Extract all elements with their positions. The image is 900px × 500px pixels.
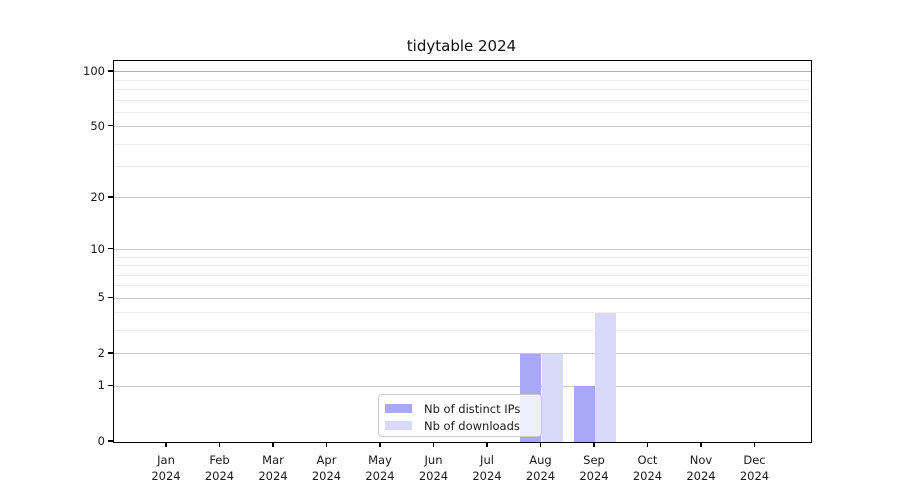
x-tick-label: Feb 2024 bbox=[204, 453, 235, 483]
x-tick-label: Oct 2024 bbox=[632, 453, 663, 483]
bar-sep-distinct-ips bbox=[573, 386, 595, 442]
y-tick-label: 20 bbox=[90, 189, 105, 204]
y-axis-tick bbox=[108, 440, 113, 442]
x-axis-tick bbox=[272, 442, 274, 447]
major-gridline bbox=[114, 297, 811, 299]
y-tick-label: 50 bbox=[90, 118, 105, 133]
major-gridline bbox=[114, 71, 811, 73]
major-gridline bbox=[114, 353, 811, 355]
x-tick-label: Sep 2024 bbox=[579, 453, 609, 483]
major-gridline bbox=[114, 197, 811, 199]
major-gridline bbox=[114, 385, 811, 387]
x-axis-tick bbox=[165, 442, 167, 447]
y-tick-label: 100 bbox=[83, 63, 105, 78]
y-axis-tick bbox=[108, 352, 113, 354]
plot-area bbox=[113, 60, 812, 443]
legend: Nb of distinct IPs Nb of downloads bbox=[378, 394, 542, 437]
x-axis-tick bbox=[218, 442, 221, 447]
x-tick-label: Jun 2024 bbox=[418, 453, 449, 483]
x-tick-label: Mar 2024 bbox=[258, 453, 288, 483]
x-tick-label: Aug 2024 bbox=[525, 453, 556, 483]
y-axis-tick bbox=[108, 70, 113, 72]
x-axis-tick bbox=[753, 442, 756, 447]
major-gridline bbox=[114, 249, 811, 251]
legend-swatch-downloads-icon bbox=[385, 421, 412, 430]
x-tick-label: Jan 2024 bbox=[151, 453, 181, 483]
major-gridline bbox=[114, 126, 811, 128]
minor-gridline bbox=[114, 330, 811, 332]
legend-item-distinct-ips: Nb of distinct IPs bbox=[385, 400, 535, 417]
y-tick-label: 10 bbox=[90, 241, 105, 256]
x-axis-tick bbox=[486, 442, 488, 447]
x-tick-label: Apr 2024 bbox=[311, 453, 342, 483]
x-axis-tick bbox=[325, 442, 328, 447]
legend-item-downloads: Nb of downloads bbox=[385, 417, 535, 434]
minor-gridline bbox=[114, 256, 811, 258]
bar-sep-downloads bbox=[595, 312, 617, 442]
minor-gridline bbox=[114, 143, 811, 145]
y-tick-label: 2 bbox=[97, 345, 105, 360]
minor-gridline bbox=[114, 312, 811, 314]
x-axis-tick bbox=[593, 442, 595, 447]
y-tick-label: 5 bbox=[97, 290, 105, 305]
legend-label-distinct-ips: Nb of distinct IPs bbox=[424, 401, 521, 416]
minor-gridline bbox=[114, 79, 811, 81]
x-tick-label: Jul 2024 bbox=[472, 453, 502, 483]
y-tick-label: 1 bbox=[97, 378, 105, 393]
legend-swatch-distinct-ips-icon bbox=[385, 404, 412, 413]
x-tick-label: Dec 2024 bbox=[739, 453, 770, 483]
legend-label-downloads: Nb of downloads bbox=[424, 418, 520, 433]
y-axis-tick bbox=[108, 296, 113, 298]
y-axis-tick bbox=[108, 384, 113, 387]
y-axis-tick bbox=[108, 124, 113, 127]
minor-gridline bbox=[114, 274, 811, 276]
x-axis-tick bbox=[379, 442, 381, 447]
minor-gridline bbox=[114, 89, 811, 91]
y-tick-label: 0 bbox=[97, 434, 105, 448]
bar-aug-downloads bbox=[541, 353, 563, 442]
x-axis-tick bbox=[432, 442, 435, 447]
minor-gridline bbox=[114, 166, 811, 168]
x-tick-label: Nov 2024 bbox=[686, 453, 716, 483]
x-axis-tick bbox=[539, 442, 542, 447]
x-axis-tick bbox=[700, 442, 702, 447]
y-axis-tick bbox=[108, 247, 113, 250]
minor-gridline bbox=[114, 285, 811, 287]
x-axis-tick bbox=[646, 442, 649, 447]
minor-gridline bbox=[114, 111, 811, 113]
chart-title: tidytable 2024 bbox=[406, 37, 517, 55]
minor-gridline bbox=[114, 99, 811, 101]
x-tick-label: May 2024 bbox=[365, 453, 395, 483]
minor-gridline bbox=[114, 265, 811, 267]
y-axis-tick bbox=[108, 196, 113, 198]
